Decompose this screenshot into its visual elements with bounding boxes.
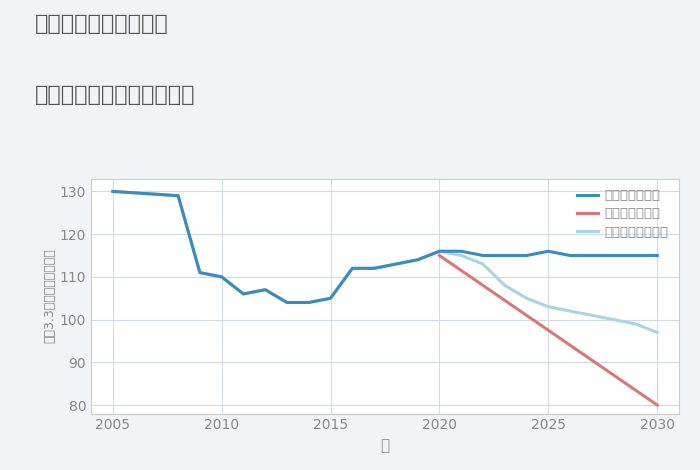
ノーマルシナリオ (370, 266, 378, 271)
Line: ノーマルシナリオ: ノーマルシナリオ (113, 191, 657, 332)
グッドシナリオ (653, 253, 662, 258)
ノーマルシナリオ (261, 287, 270, 292)
ノーマルシナリオ (326, 296, 335, 301)
ノーマルシナリオ (479, 261, 487, 267)
ノーマルシナリオ (653, 329, 662, 335)
ノーマルシナリオ (196, 270, 204, 275)
バッドシナリオ (435, 253, 444, 258)
グッドシナリオ (631, 253, 640, 258)
グッドシナリオ (479, 253, 487, 258)
ノーマルシナリオ (522, 296, 531, 301)
グッドシナリオ (108, 188, 117, 194)
Legend: グッドシナリオ, バッドシナリオ, ノーマルシナリオ: グッドシナリオ, バッドシナリオ, ノーマルシナリオ (573, 185, 673, 243)
Text: 中古マンションの価格推移: 中古マンションの価格推移 (35, 85, 195, 105)
Y-axis label: 坪（3.3㎡）単価（万円）: 坪（3.3㎡）単価（万円） (44, 249, 57, 344)
Line: グッドシナリオ: グッドシナリオ (113, 191, 657, 303)
ノーマルシナリオ (283, 300, 291, 306)
グッドシナリオ (500, 253, 509, 258)
グッドシナリオ (435, 249, 444, 254)
グッドシナリオ (283, 300, 291, 306)
X-axis label: 年: 年 (380, 438, 390, 453)
ノーマルシナリオ (610, 317, 618, 322)
ノーマルシナリオ (174, 193, 182, 198)
グッドシナリオ (566, 253, 574, 258)
ノーマルシナリオ (457, 253, 466, 258)
ノーマルシナリオ (392, 261, 400, 267)
グッドシナリオ (522, 253, 531, 258)
ノーマルシナリオ (435, 249, 444, 254)
グッドシナリオ (196, 270, 204, 275)
ノーマルシナリオ (218, 274, 226, 280)
ノーマルシナリオ (239, 291, 248, 297)
グッドシナリオ (588, 253, 596, 258)
グッドシナリオ (239, 291, 248, 297)
Text: 奈良県橿原市地黄町の: 奈良県橿原市地黄町の (35, 14, 169, 34)
グッドシナリオ (218, 274, 226, 280)
ノーマルシナリオ (304, 300, 313, 306)
グッドシナリオ (457, 249, 466, 254)
グッドシナリオ (261, 287, 270, 292)
ノーマルシナリオ (414, 257, 422, 263)
グッドシナリオ (348, 266, 356, 271)
ノーマルシナリオ (108, 188, 117, 194)
ノーマルシナリオ (544, 304, 552, 310)
グッドシナリオ (544, 249, 552, 254)
ノーマルシナリオ (348, 266, 356, 271)
ノーマルシナリオ (500, 282, 509, 288)
ノーマルシナリオ (588, 313, 596, 318)
バッドシナリオ (653, 402, 662, 408)
グッドシナリオ (326, 296, 335, 301)
グッドシナリオ (174, 193, 182, 198)
ノーマルシナリオ (566, 308, 574, 314)
グッドシナリオ (414, 257, 422, 263)
ノーマルシナリオ (631, 321, 640, 327)
グッドシナリオ (304, 300, 313, 306)
グッドシナリオ (370, 266, 378, 271)
グッドシナリオ (610, 253, 618, 258)
Line: バッドシナリオ: バッドシナリオ (440, 256, 657, 405)
グッドシナリオ (392, 261, 400, 267)
